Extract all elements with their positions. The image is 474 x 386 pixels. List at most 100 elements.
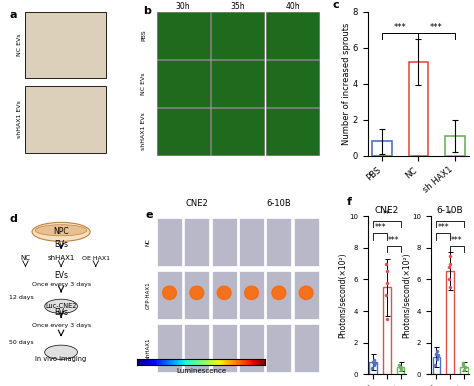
Ellipse shape	[45, 345, 77, 359]
Bar	[212, 324, 237, 372]
Point	[383, 268, 391, 274]
Point	[433, 347, 441, 354]
Point	[396, 363, 404, 369]
Text: shHAX1 EVs: shHAX1 EVs	[141, 113, 146, 151]
FancyBboxPatch shape	[26, 86, 106, 153]
Point	[447, 252, 454, 259]
Text: f: f	[346, 197, 352, 207]
Point	[398, 365, 405, 371]
Text: Luc-CNE2: Luc-CNE2	[46, 303, 77, 309]
Bar	[239, 324, 264, 372]
Text: EVs: EVs	[54, 271, 68, 280]
Circle shape	[245, 286, 258, 300]
Bar	[369, 362, 377, 374]
Bar	[266, 108, 319, 155]
Text: b: b	[143, 6, 151, 16]
Bar	[156, 60, 210, 107]
Point	[396, 362, 403, 368]
Bar	[184, 218, 209, 266]
Text: 6-10B: 6-10B	[266, 199, 291, 208]
Text: PBS: PBS	[141, 30, 146, 41]
Text: Once every 3 days: Once every 3 days	[31, 323, 91, 328]
Text: 30h: 30h	[176, 2, 191, 11]
Text: ***: ***	[374, 223, 386, 232]
Circle shape	[217, 286, 231, 300]
Text: 50 days: 50 days	[9, 340, 34, 345]
Text: EVs: EVs	[54, 308, 68, 317]
Bar	[156, 12, 210, 59]
Bar	[212, 271, 237, 319]
Point	[460, 367, 468, 373]
Point	[382, 261, 390, 267]
Point	[397, 367, 405, 373]
Bar	[445, 136, 465, 156]
Point	[371, 360, 378, 366]
Bar	[211, 12, 264, 59]
Text: NC EVs: NC EVs	[141, 72, 146, 95]
Text: **: **	[383, 210, 391, 219]
Point	[383, 279, 391, 286]
Text: GFP-HAX1: GFP-HAX1	[146, 281, 151, 309]
Bar	[211, 60, 264, 107]
Ellipse shape	[45, 299, 77, 313]
Title: 6-10B: 6-10B	[437, 206, 464, 215]
Bar	[266, 60, 319, 107]
Bar	[266, 218, 291, 266]
Bar	[184, 324, 209, 372]
Point	[434, 352, 442, 359]
Text: OE HAX1: OE HAX1	[82, 256, 110, 261]
Bar	[184, 271, 209, 319]
Bar	[211, 108, 264, 155]
Text: In vivo imaging: In vivo imaging	[36, 356, 87, 362]
Point	[432, 351, 440, 357]
X-axis label: Luminescence: Luminescence	[176, 367, 227, 374]
Bar	[156, 108, 210, 155]
Text: *: *	[448, 210, 452, 219]
Bar	[460, 366, 467, 374]
Point	[370, 357, 378, 363]
Bar	[239, 271, 264, 319]
Bar	[447, 271, 454, 374]
Text: shHAX1 EVs: shHAX1 EVs	[18, 101, 22, 139]
Point	[459, 360, 466, 366]
Bar	[266, 271, 291, 319]
Point	[446, 276, 453, 283]
Text: shHAX1: shHAX1	[47, 256, 75, 261]
Bar	[409, 62, 428, 156]
Text: ***: ***	[430, 23, 443, 32]
Text: ***: ***	[451, 235, 463, 245]
Point	[461, 363, 468, 369]
Circle shape	[190, 286, 204, 300]
Text: e: e	[146, 210, 154, 220]
Text: shHAX1: shHAX1	[146, 337, 151, 359]
Bar	[157, 324, 182, 372]
Circle shape	[163, 286, 176, 300]
Text: NC: NC	[146, 239, 151, 246]
Point	[368, 365, 376, 371]
Text: Once every 3 days: Once every 3 days	[31, 282, 91, 287]
Bar	[294, 271, 319, 319]
Bar	[433, 357, 440, 374]
Point	[460, 362, 467, 368]
Bar	[373, 141, 392, 156]
Text: CNE2: CNE2	[185, 199, 208, 208]
Bar	[212, 218, 237, 266]
Bar	[239, 218, 264, 266]
Point	[370, 362, 378, 368]
Point	[383, 292, 390, 298]
Title: CNE2: CNE2	[375, 206, 399, 215]
Ellipse shape	[32, 222, 90, 241]
Y-axis label: Number of increased sprouts: Number of increased sprouts	[342, 22, 351, 145]
Bar	[397, 366, 404, 374]
Point	[431, 362, 439, 368]
Text: ***: ***	[438, 223, 449, 232]
Text: d: d	[9, 215, 18, 224]
Y-axis label: Photons/second(×10²): Photons/second(×10²)	[338, 252, 347, 338]
Ellipse shape	[35, 225, 87, 236]
Text: NC EVs: NC EVs	[18, 34, 22, 56]
Circle shape	[272, 286, 286, 300]
Bar	[294, 324, 319, 372]
Text: EVs: EVs	[54, 240, 68, 249]
Point	[447, 261, 454, 267]
Point	[447, 284, 454, 290]
